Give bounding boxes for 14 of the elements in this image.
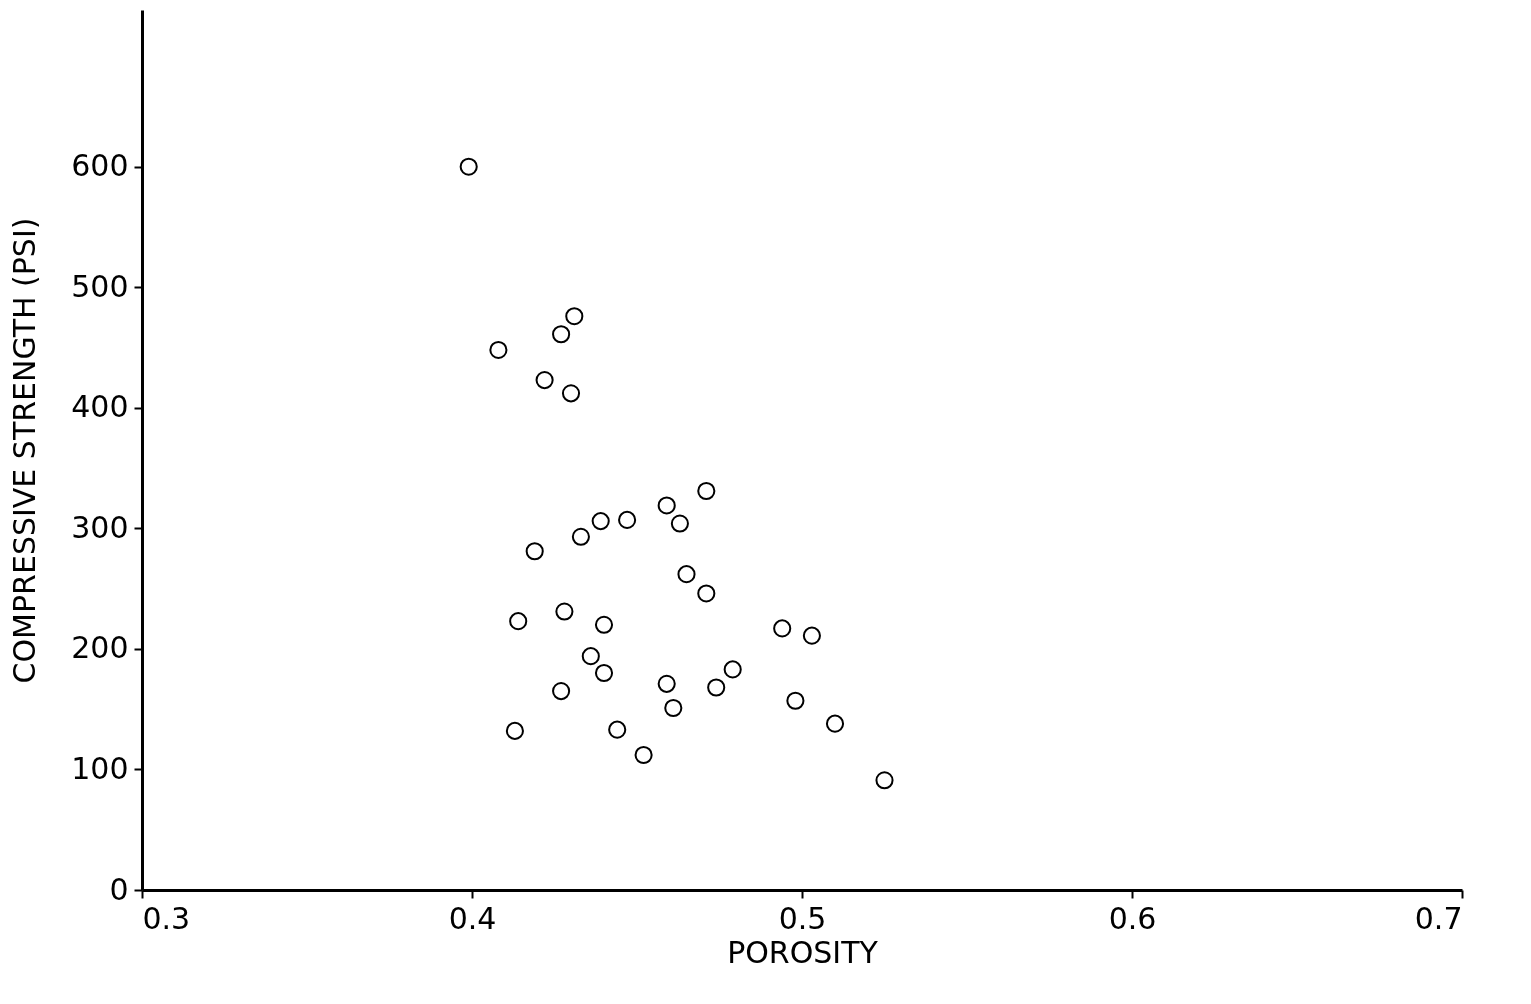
y-tick-label: 300 bbox=[71, 509, 129, 545]
x-tick-label: 0.7 bbox=[1414, 900, 1463, 936]
y-tick-label: 600 bbox=[71, 148, 129, 184]
x-axis-title: POROSITY bbox=[727, 934, 879, 970]
y-tick-label: 500 bbox=[71, 268, 129, 304]
y-tick-label: 100 bbox=[71, 750, 129, 786]
y-tick-label: 0 bbox=[109, 871, 129, 907]
y-tick-label: 400 bbox=[71, 389, 129, 425]
y-axis-title: COMPRESSIVE STRENGTH (PSI) bbox=[7, 217, 43, 684]
y-tick-label: 200 bbox=[71, 630, 129, 666]
x-tick-label: 0.5 bbox=[778, 900, 827, 936]
x-tick-label: 0.6 bbox=[1108, 900, 1157, 936]
x-tick-label: 0.3 bbox=[142, 900, 191, 936]
x-tick-label: 0.4 bbox=[448, 900, 497, 936]
